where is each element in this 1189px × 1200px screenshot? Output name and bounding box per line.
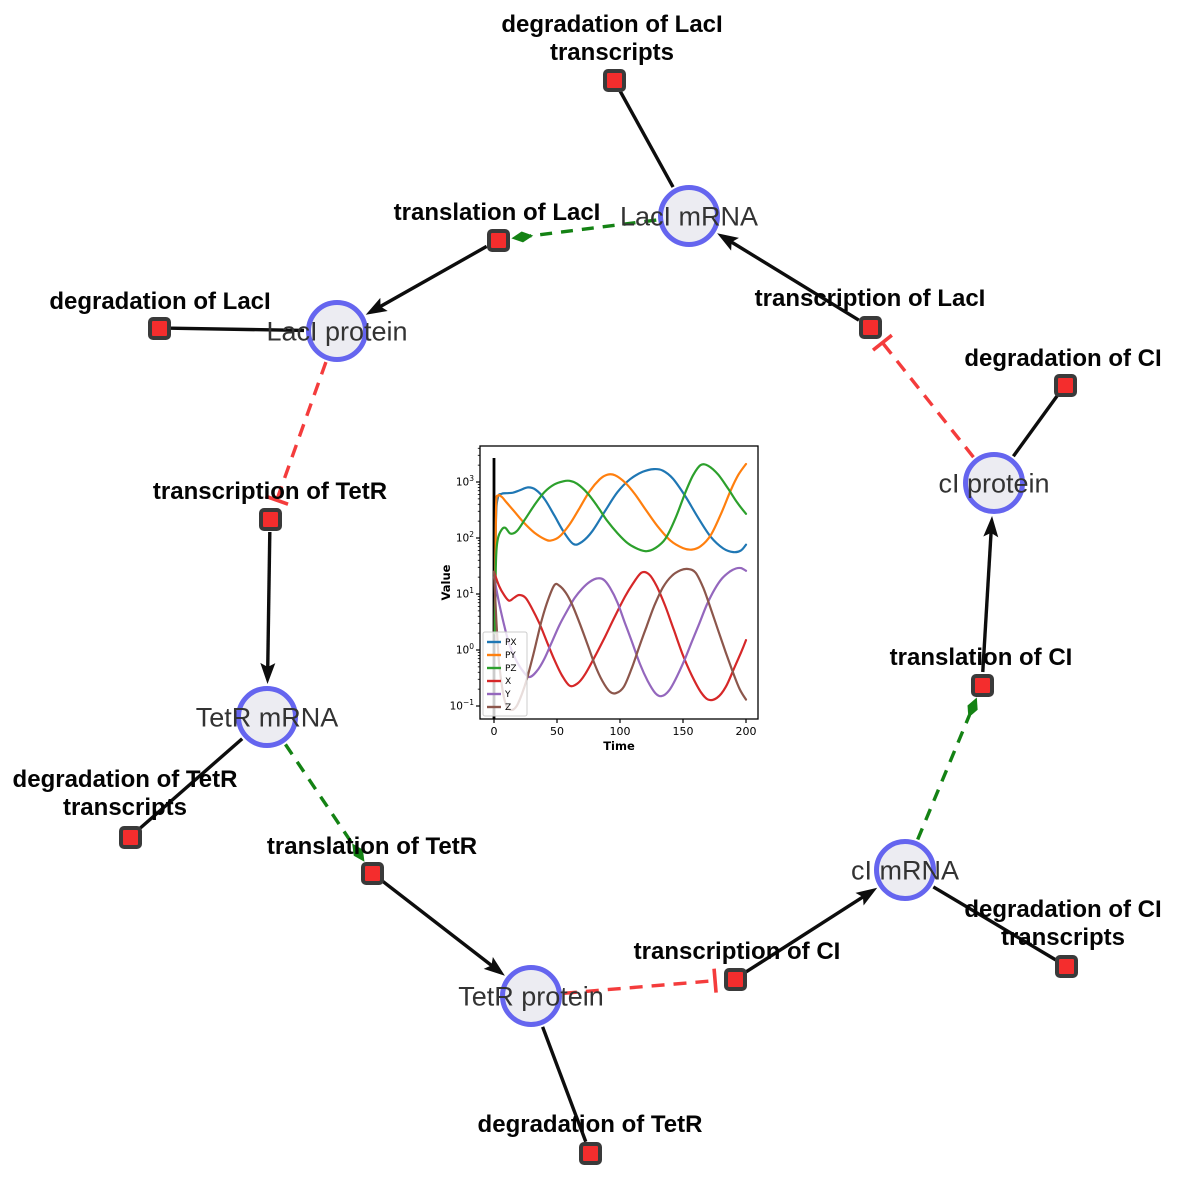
y-tick-label: 101 (456, 586, 474, 601)
edge-tetr-protein--transcription-of-ci (563, 968, 718, 995)
timecourse-inset-chart: 10−1 100 101 102 103 0 50 100 150 200 Time Value PX P… (439, 430, 770, 765)
edge-transcription-of-ci--ci-mrna (745, 887, 878, 974)
series-line-PZ (493, 463, 748, 635)
edge-transcription-of-tetr--tetr-mrna (260, 531, 276, 685)
edge-transcription-of-laci--laci-mrna (717, 233, 860, 322)
edge-tetr-mrna--translation-of-tetr (284, 743, 365, 862)
y-tick-label: 102 (456, 530, 474, 545)
edge-translation-of-laci--laci-protein (365, 244, 488, 315)
x-tick-label: 50 (550, 725, 564, 738)
y-axis-title: Value (440, 564, 453, 600)
series-line-Y (492, 566, 748, 698)
edge-ci-protein--degradation-of-ci (1011, 393, 1060, 458)
x-tick-label: 0 (491, 725, 498, 738)
edge-laci-protein--degradation-of-laci (170, 326, 305, 333)
legend-entry-Y: Y (504, 690, 511, 700)
legend-entry-PX: PX (505, 638, 517, 648)
edge-laci-mrna--degradation-of-laci-transcripts (618, 89, 675, 188)
edge-ci-protein--transcription-of-laci (871, 333, 975, 459)
x-tick-label: 150 (673, 725, 694, 738)
edge-laci-protein--transcription-of-tetr (264, 361, 328, 506)
series-line-PX (493, 467, 748, 635)
edge-ci-mrna--translation-of-ci (916, 697, 978, 841)
edge-tetr-protein--degradation-of-tetr (541, 1026, 588, 1143)
x-tick-label: 100 (610, 725, 631, 738)
series-line-X (492, 570, 748, 702)
legend-entry-PZ: PZ (505, 664, 517, 674)
legend-entry-PY: PY (505, 651, 516, 661)
y-tick-label: 103 (456, 474, 474, 489)
edge-laci-mrna--translation-of-laci (511, 218, 657, 243)
x-axis-title: Time (603, 739, 635, 753)
edge-ci-mrna--degradation-of-ci-transcripts (932, 885, 1057, 962)
edge-translation-of-ci--ci-protein (981, 515, 999, 673)
chart-legend: PX PY PZ XYZ (482, 631, 528, 717)
edge-translation-of-tetr--tetr-protein (381, 879, 505, 976)
y-tick-label: 100 (456, 642, 474, 657)
y-tick-label: 10−1 (450, 698, 475, 713)
x-tick-label: 200 (736, 725, 757, 738)
series-line-PY (493, 462, 748, 635)
legend-entry-X: X (505, 677, 511, 687)
edge-tetr-mrna--degradation-of-tetr-transcripts (137, 737, 244, 831)
legend-entry-Z: Z (505, 703, 511, 713)
